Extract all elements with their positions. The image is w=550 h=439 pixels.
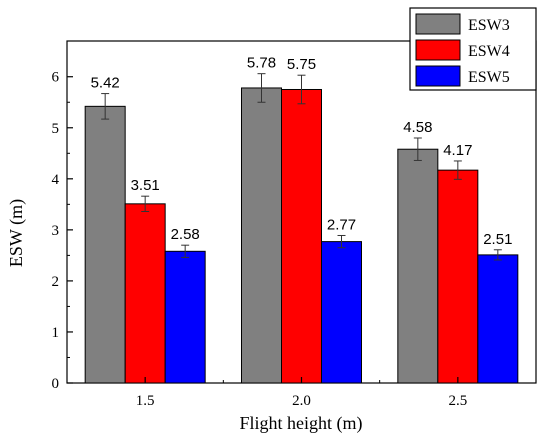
y-tick-label: 2 xyxy=(52,274,60,290)
y-tick-label: 6 xyxy=(52,70,60,86)
bar-esw4-2_5 xyxy=(437,169,479,384)
y-axis: 0 1 2 3 4 5 6 xyxy=(52,70,73,392)
data-label: 5.42 xyxy=(91,75,120,92)
bar-esw4-2_0 xyxy=(281,88,322,384)
legend-swatch-esw4 xyxy=(415,39,461,61)
x-axis: 1.5 2.0 2.5 xyxy=(136,377,467,409)
bar-esw5-2_5 xyxy=(477,254,519,384)
data-label: 2.77 xyxy=(327,216,356,233)
legend-label-esw3: ESW3 xyxy=(468,17,510,34)
x-tick-label: 2.0 xyxy=(292,393,311,409)
y-tick-label: 5 xyxy=(52,121,60,137)
x-tick-label: 1.5 xyxy=(136,393,155,409)
bar-esw3-1_5 xyxy=(84,105,126,384)
data-label: 2.51 xyxy=(483,231,512,248)
x-axis-label: Flight height (m) xyxy=(240,413,363,434)
y-axis-label: ESW (m) xyxy=(6,199,27,267)
legend: ESW3 ESW4 ESW5 xyxy=(409,7,537,91)
x-tick-label: 2.5 xyxy=(448,393,467,409)
legend-label-esw5: ESW5 xyxy=(468,69,510,86)
y-tick-label: 3 xyxy=(52,223,60,239)
data-label: 2.58 xyxy=(171,226,200,243)
bar-esw3-2_5 xyxy=(397,148,439,384)
y-tick-label: 4 xyxy=(52,172,60,188)
legend-swatch-esw3 xyxy=(415,13,461,35)
data-label: 4.58 xyxy=(403,119,432,136)
y-tick-label: 0 xyxy=(52,376,60,392)
data-label: 5.75 xyxy=(287,56,316,73)
bar-esw4-1_5 xyxy=(124,203,166,384)
y-tick-label: 1 xyxy=(52,325,60,341)
legend-swatch-esw5 xyxy=(415,65,461,87)
data-label: 4.17 xyxy=(443,142,472,159)
data-label: 5.78 xyxy=(247,55,276,72)
bar-esw5-2_0 xyxy=(321,241,362,384)
data-label: 3.51 xyxy=(131,177,160,194)
data-labels-group: 5.42 3.51 2.58 5.78 5.75 2.77 4.58 4.17 2.51 xyxy=(91,55,513,248)
bar-esw5-1_5 xyxy=(164,250,206,384)
legend-label-esw4: ESW4 xyxy=(468,43,510,60)
bars-group xyxy=(84,87,519,384)
error-bars-group xyxy=(101,73,502,261)
bar-esw3-2_0 xyxy=(241,87,282,384)
